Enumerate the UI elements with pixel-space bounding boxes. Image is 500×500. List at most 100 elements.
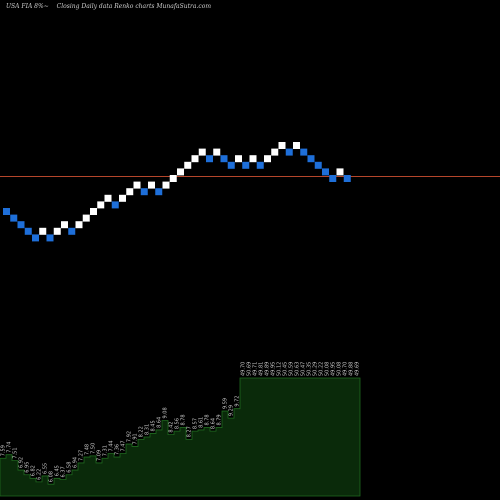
renko-brick-down [206,155,213,163]
volume-label: 8.78 [205,414,211,425]
renko-brick-up [177,168,184,176]
volume-label: 9.29 [229,405,235,416]
volume-label: 50.08 [337,362,343,376]
volume-label: 49.81 [259,362,265,376]
renko-brick-up [169,175,177,182]
volume-label: 9.59 [223,398,229,409]
renko-brick-up [104,194,112,202]
volume-label: 6.82 [31,465,37,476]
renko-brick-up [278,142,286,149]
renko-brick-up [82,214,90,222]
renko-brick-up [198,148,206,156]
volume-label: 49.95 [271,362,277,376]
volume-label: 49.88 [349,362,355,376]
renko-brick-up [148,181,155,189]
volume-panel [0,377,361,497]
renko-brick-down [46,234,54,242]
volume-label: 8.45 [151,420,157,431]
renko-brick-up [75,221,83,229]
volume-label: 50.12 [277,362,283,376]
volume-label: 49.70 [343,362,349,376]
renko-brick-up [293,142,300,149]
volume-label: 8.64 [157,417,163,428]
renko-brick-up [162,181,170,189]
volume-label: 7.59 [1,445,7,456]
renko-brick-down [68,227,76,235]
renko-brick-down [256,161,264,169]
volume-label: 6.08 [49,471,55,482]
volume-label: 9.08 [163,407,169,418]
volume-label: 8.64 [211,418,217,429]
renko-brick-up [61,221,68,229]
chart-title: Closing Daily data Renko charts MunafaSu… [56,3,212,10]
volume-label: 50.59 [289,362,295,376]
volume-label: 6.58 [67,462,73,473]
volume-label: 7.74 [7,442,13,453]
renko-brick-up [184,161,192,169]
volume-label: 6.37 [61,466,67,477]
volume-label: 6.92 [19,457,25,468]
renko-brick-down [24,227,32,235]
volume-label: 7.91 [133,433,139,444]
volume-label: 8.22 [139,426,145,437]
volume-label: 8.57 [193,418,199,429]
renko-brick-down [3,208,10,215]
renko-brick-down [140,188,148,196]
volume-label: 7.09 [97,450,103,461]
volume-label: 50.69 [247,362,253,376]
volume-label: 50.29 [313,362,319,376]
renko-brick-up [133,181,141,189]
volume-labels: 7.59 7.747.516.92 6.95 6.82 6.226.556.086.45… [1,362,361,483]
renko-brick-up [213,148,221,156]
volume-label: 7.47 [121,440,127,451]
renko-bricks [3,142,351,242]
renko-brick-up [249,155,257,163]
volume-label: 8.61 [199,417,205,428]
renko-brick-down [322,168,329,176]
volume-label: 49.70 [241,362,247,376]
volume-label: 50.47 [301,362,307,376]
volume-label: 8.56 [175,418,181,429]
volume-label: 8.31 [145,424,151,435]
renko-brick-up [271,148,279,156]
volume-label: 8.78 [181,414,187,425]
volume-label: 6.95 [25,462,31,473]
volume-label: 50.35 [307,362,313,376]
renko-brick-up [264,155,271,163]
volume-label: 50.08 [325,362,331,376]
renko-brick-down [300,148,308,156]
volume-label: 7.36 [115,444,121,455]
renko-brick-down [227,161,235,169]
renko-brick-down [329,175,337,182]
renko-brick-up [336,168,344,176]
volume-label: 49.95 [331,362,337,376]
renko-brick-down [220,155,228,163]
volume-label: 50.22 [319,362,325,376]
renko-brick-down [10,214,18,222]
volume-label: 7.27 [79,450,85,461]
renko-brick-up [39,227,47,235]
volume-label: 6.22 [37,469,43,480]
volume-label: 6.55 [43,463,49,474]
renko-brick-down [32,234,39,242]
renko-brick-down [343,175,351,182]
symbol-label: USA FIA 8%~ [6,3,49,10]
renko-brick-down [155,188,163,196]
renko-brick-down [17,221,25,229]
renko-brick-up [126,188,134,196]
volume-label: 7.92 [127,431,133,442]
volume-label: 49.89 [265,362,271,376]
volume-label: 7.50 [91,443,97,454]
renko-brick-down [307,155,315,163]
volume-label: 50.45 [283,362,289,376]
volume-label: 50.63 [295,362,301,376]
renko-brick-down [111,201,119,209]
renko-brick-up [97,201,105,209]
volume-area [0,377,361,497]
renko-brick-down [314,161,322,169]
volume-label: 7.51 [13,447,19,458]
renko-brick-down [285,148,293,156]
renko-brick-up [90,208,97,215]
volume-label: 8.79 [217,414,223,425]
